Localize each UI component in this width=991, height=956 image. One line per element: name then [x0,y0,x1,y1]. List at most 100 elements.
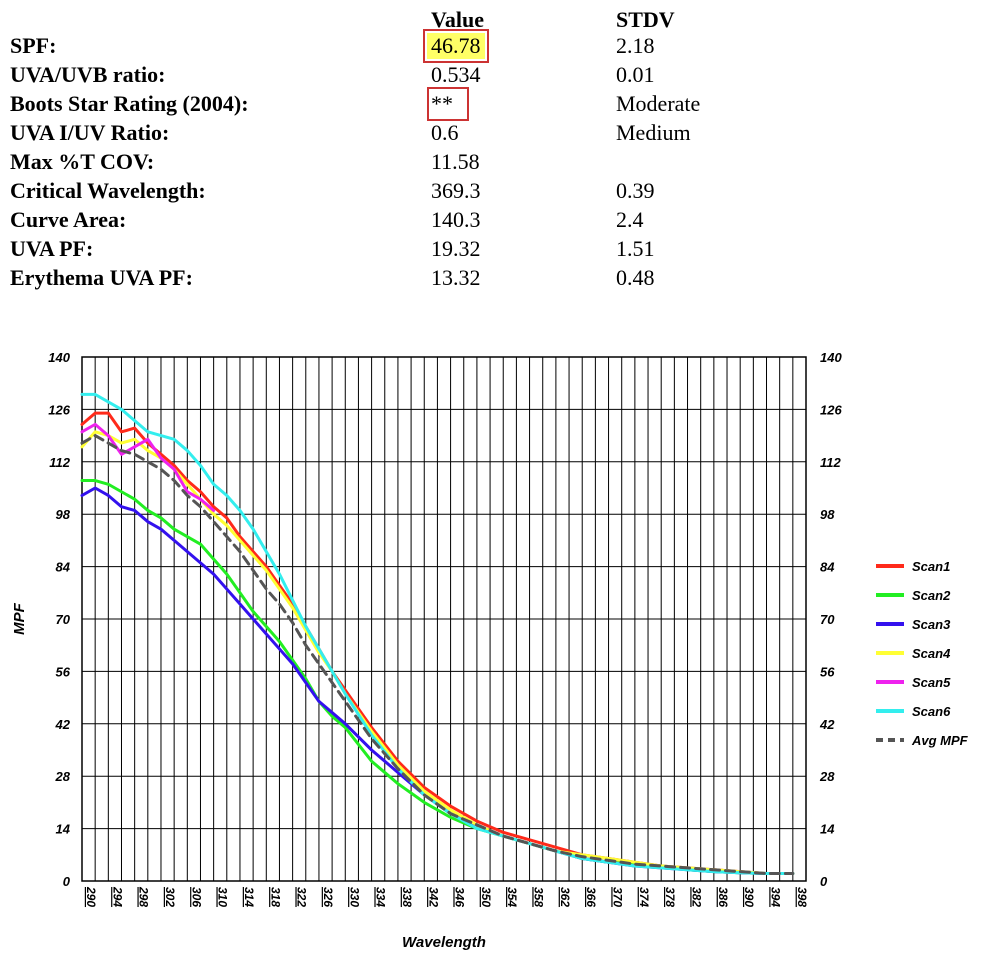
x-tick-label: 358 [532,887,546,907]
table-row: UVA I/UV Ratio: 0.6 Medium [0,120,991,149]
value-column-header: Value [431,7,484,32]
table-row: Curve Area: 140.3 2.4 [0,207,991,236]
x-tick-label: 378 [663,887,677,907]
legend-label: Scan1 [912,559,950,574]
x-tick-label: 390 [742,887,756,907]
x-tick-label: 386 [716,887,730,907]
x-tick-label: 398 [795,887,809,907]
y-tick-label-right: 42 [819,717,835,732]
x-tick-label: 382 [690,887,704,907]
x-tick-label: 326 [321,887,335,907]
x-tick-label: 306 [189,887,203,907]
table-row: Boots Star Rating (2004): ** Moderate [0,87,991,121]
series-line-scan6 [80,392,795,876]
stdv-column-header: STDV [616,7,675,32]
y-tick-label-left: 126 [48,402,70,417]
row-stdv: 2.4 [616,207,644,232]
y-tick-label-right: 0 [820,874,828,889]
x-axis-label: Wavelength [402,934,486,951]
x-tick-label: 338 [400,887,414,907]
x-tick-label: 346 [453,887,467,907]
row-value: 11.58 [431,149,480,174]
x-tick-label: 354 [505,887,519,907]
row-label: Critical Wavelength: [10,178,206,203]
x-tick-label: 294 [110,886,124,907]
row-stdv: Moderate [616,91,701,116]
row-stdv: 1.51 [616,236,655,261]
x-tick-label: 370 [611,887,625,907]
row-value: 46.78 [423,29,489,63]
y-tick-label-right: 126 [820,402,842,417]
table-row: Max %T COV: 11.58 [0,149,991,178]
row-label: Erythema UVA PF: [10,265,193,290]
y-tick-label-right: 112 [820,455,841,470]
y-tick-label-right: 84 [820,560,835,575]
row-value: 13.32 [431,265,481,290]
row-label: Boots Star Rating (2004): [10,91,249,116]
y-tick-label-left: 84 [56,560,71,575]
y-tick-label-left: 70 [56,612,71,627]
row-label: UVA I/UV Ratio: [10,120,170,145]
table-row: Erythema UVA PF: 13.32 0.48 [0,265,991,294]
y-tick-label-right: 140 [820,350,842,365]
x-tick-label: 298 [137,886,151,907]
y-tick-label-right: 56 [820,664,835,679]
x-tick-label: 322 [295,887,309,907]
row-stdv: 0.48 [616,265,655,290]
y-tick-label-left: 28 [55,769,71,784]
legend-label: Scan4 [912,646,951,661]
x-tick-label: 342 [426,887,440,907]
row-label: SPF: [10,33,57,58]
y-axis-label: MPF [11,602,28,635]
results-table: Value STDV SPF: 46.78 2.18 UVA/UVB ratio: 0.… [0,0,991,300]
x-tick-label: 334 [374,887,388,907]
y-tick-label-left: 14 [56,822,71,837]
y-tick-label-left: 112 [49,455,70,470]
row-label: Curve Area: [10,207,127,232]
y-tick-label-left: 98 [56,507,71,522]
legend-label: Scan3 [912,617,951,632]
row-value: ** [427,87,469,121]
x-tick-label: 318 [268,887,282,907]
row-stdv: 0.39 [616,178,655,203]
row-stdv: Medium [616,120,691,145]
x-tick-label: 362 [558,887,572,907]
x-tick-label: 374 [637,887,651,907]
table-row: SPF: 46.78 2.18 [0,29,991,63]
x-tick-label: 330 [347,887,361,907]
y-tick-label-right: 98 [820,507,835,522]
table-row: UVA PF: 19.32 1.51 [0,236,991,265]
row-label: UVA PF: [10,236,94,261]
y-tick-label-left: 140 [48,350,70,365]
x-tick-label: 290 [84,886,98,907]
legend-label: Scan5 [912,675,951,690]
legend-label: Scan6 [912,704,951,719]
y-tick-label-right: 14 [820,822,835,837]
legend-label: Scan2 [912,588,951,603]
x-tick-label: 314 [242,887,256,907]
y-tick-label-left: 56 [56,664,71,679]
row-value: 0.534 [431,62,481,87]
mpf-chart: 0 0 14 14 28 28 42 42 56 56 70 70 84 84 98 98 112 112 126 1… [11,350,969,951]
legend-label: Avg MPF [911,733,969,748]
x-tick-label: 394 [769,887,783,907]
series-line-avg-mpf [80,434,795,876]
x-tick-label: 366 [584,887,598,907]
y-tick-label-left: 42 [55,717,71,732]
x-tick-label: 310 [216,887,230,907]
row-stdv: 0.01 [616,62,655,87]
row-value: 0.6 [431,120,459,145]
row-stdv: 2.18 [616,33,655,58]
x-tick-label: 302 [163,887,177,907]
row-value: 140.3 [431,207,481,232]
row-value: 19.32 [431,236,481,261]
row-label: Max %T COV: [10,149,155,174]
row-label: UVA/UVB ratio: [10,62,166,87]
y-tick-label-left: 0 [63,874,71,889]
x-tick-label: 350 [479,887,493,907]
row-value: 369.3 [431,178,481,203]
table-row: Critical Wavelength: 369.3 0.39 [0,178,991,207]
y-tick-label-right: 70 [820,612,835,627]
y-tick-label-right: 28 [819,769,835,784]
table-row: UVA/UVB ratio: 0.534 0.01 [0,62,991,91]
